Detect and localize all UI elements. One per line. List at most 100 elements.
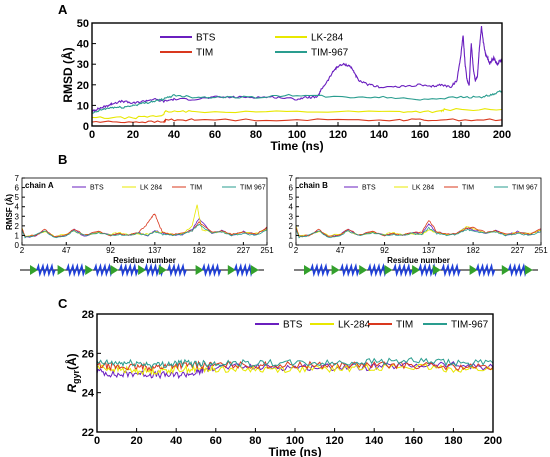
x-tick-label: 100 xyxy=(286,435,304,447)
y-tick-label: 3 xyxy=(15,212,20,221)
x-tick-label: 92 xyxy=(106,246,115,255)
alpha-helix-icon xyxy=(507,263,528,277)
legend-label: LK-284 xyxy=(311,33,344,44)
x-tick-label: 251 xyxy=(260,246,274,255)
beta-strand-icon xyxy=(524,265,533,275)
y-tick-label: 0 xyxy=(289,241,294,250)
alpha-helix-icon xyxy=(167,263,187,277)
x-tick-label: 80 xyxy=(249,435,261,447)
panel-label-a: A xyxy=(58,2,68,17)
alpha-helix-icon xyxy=(66,263,86,277)
x-tick-label: 40 xyxy=(170,435,182,447)
panel-label-b: B xyxy=(58,152,67,167)
rgyr-chart: 0 20 40 60 80 100 120 140 160 180 200 22 24 26 28 Time … xyxy=(64,309,502,457)
legend-label: LK 284 xyxy=(412,185,434,192)
series-line-lk-284 xyxy=(91,107,503,120)
y-tick-label: 1 xyxy=(15,231,20,240)
series-line-lk-284 xyxy=(21,204,268,238)
x-tick-label: 0 xyxy=(94,435,100,447)
x-tick-label: 0 xyxy=(89,129,95,141)
series-line-tim-967 xyxy=(295,226,542,239)
alpha-helix-icon xyxy=(93,263,114,277)
x-tick-label: 92 xyxy=(380,246,389,255)
x-tick-label: 140 xyxy=(370,129,388,141)
legend-label: TIM-967 xyxy=(311,48,349,59)
legend-label: TIM xyxy=(396,320,413,331)
alpha-helix-icon xyxy=(36,263,56,277)
y-tick-label: 22 xyxy=(82,427,94,439)
x-tick-label: 160 xyxy=(405,435,423,447)
y-axis-title: Rgyr(Å) xyxy=(64,353,81,392)
legend-label: LK 284 xyxy=(140,185,162,192)
y-tick-label: 0 xyxy=(83,121,89,133)
series-line-tim-967 xyxy=(91,90,503,114)
beta-strand-icon xyxy=(432,265,441,275)
x-axis-title: Residue number xyxy=(387,256,450,265)
alpha-helix-icon xyxy=(340,263,360,277)
x-tick-label: 227 xyxy=(511,246,525,255)
beta-strand-icon xyxy=(195,265,204,275)
legend-label: TIM 967 xyxy=(512,185,538,192)
alpha-helix-icon xyxy=(233,263,254,277)
y-axis-title-sub: gyr xyxy=(71,370,81,385)
beta-strand-icon xyxy=(110,265,119,275)
legend-label: BTS xyxy=(196,33,216,44)
y-tick-label: 4 xyxy=(15,203,20,212)
y-tick-label: 28 xyxy=(82,309,94,321)
beta-strand-icon xyxy=(304,265,312,275)
x-tick-label: 200 xyxy=(484,435,502,447)
alpha-helix-icon xyxy=(310,263,330,277)
x-tick-label: 180 xyxy=(444,435,462,447)
y-tick-label: 26 xyxy=(82,348,94,360)
y-tick-label: 5 xyxy=(289,193,294,202)
legend-label: BTS xyxy=(283,320,303,331)
chart-title: chain B xyxy=(299,181,328,190)
legend-label: BTS xyxy=(90,185,104,192)
beta-strand-icon xyxy=(227,265,236,275)
y-tick-label: 50 xyxy=(77,18,89,30)
x-tick-label: 182 xyxy=(466,246,480,255)
legend-label: TIM 967 xyxy=(240,185,266,192)
alpha-helix-icon xyxy=(367,263,388,277)
x-tick-label: 60 xyxy=(210,435,222,447)
beta-strand-icon xyxy=(501,265,510,275)
x-tick-label: 120 xyxy=(329,129,347,141)
legend-label: LK-284 xyxy=(338,320,371,331)
x-tick-label: 40 xyxy=(168,129,180,141)
y-tick-label: 5 xyxy=(15,193,20,202)
series-line-tim xyxy=(21,213,268,238)
x-tick-label: 182 xyxy=(192,246,206,255)
x-tick-label: 2 xyxy=(294,246,299,255)
x-tick-label: 47 xyxy=(62,246,71,255)
y-tick-label: 10 xyxy=(77,100,89,112)
legend-label: BTS xyxy=(362,185,376,192)
alpha-helix-icon xyxy=(201,263,222,277)
rmsd-chart: 0 20 40 60 80 100 120 140 160 180 200 0 10 20 30 40 50 Ti… xyxy=(60,18,511,153)
panel-label-c: C xyxy=(58,296,68,311)
y-tick-label: 24 xyxy=(82,388,95,400)
legend-label: TIM-967 xyxy=(451,320,489,331)
plot-frame xyxy=(295,177,542,246)
beta-strand-icon xyxy=(469,265,478,275)
x-tick-label: 137 xyxy=(148,246,162,255)
y-tick-label: 6 xyxy=(15,184,20,193)
plot-frame xyxy=(96,313,494,433)
series-line-tim xyxy=(96,360,494,372)
beta-strand-icon xyxy=(412,265,421,275)
x-axis-title: Time (ns) xyxy=(270,139,323,153)
x-tick-label: 180 xyxy=(452,129,470,141)
alpha-helix-icon xyxy=(392,263,413,277)
series-line-tim-967 xyxy=(21,223,268,239)
y-axis-title: RMSF (Å) xyxy=(5,194,14,230)
series-line-bts xyxy=(91,26,503,113)
x-axis-title: Time (ns) xyxy=(268,445,321,457)
x-tick-label: 47 xyxy=(336,246,345,255)
y-tick-label: 2 xyxy=(289,222,294,231)
legend-label: TIM xyxy=(196,48,213,59)
y-axis-title-main: R xyxy=(65,384,79,393)
y-tick-label: 0 xyxy=(15,241,20,250)
x-tick-label: 137 xyxy=(422,246,436,255)
